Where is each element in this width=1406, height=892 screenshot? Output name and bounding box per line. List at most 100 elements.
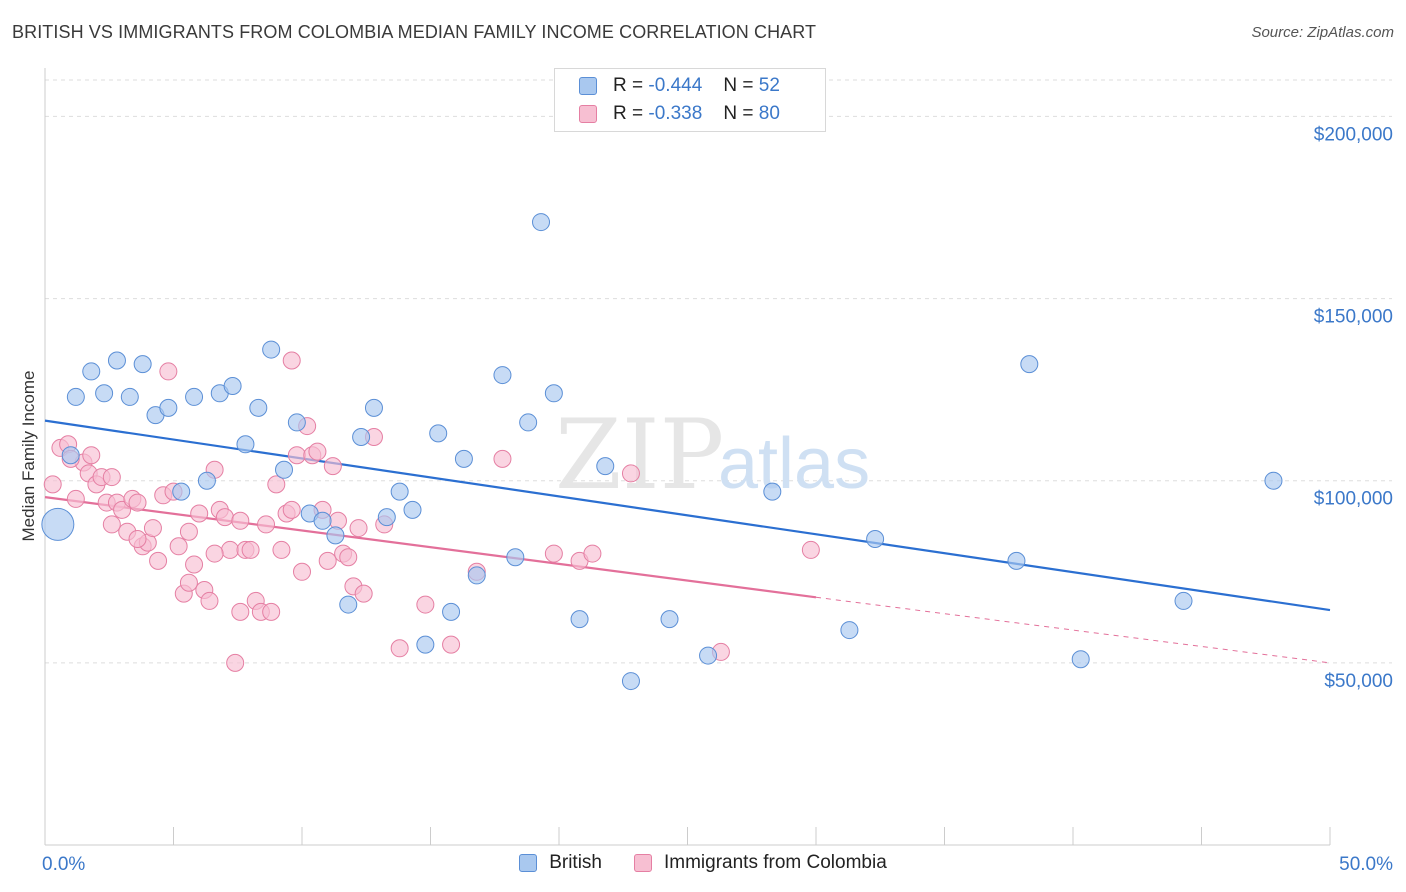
- british-point-11[interactable]: [185, 387, 204, 406]
- colombia-point-63[interactable]: [416, 595, 435, 614]
- legend-row-british: R = -0.444 N = 52: [579, 73, 780, 99]
- colombia-point-76[interactable]: [179, 522, 198, 541]
- british-point-12[interactable]: [197, 471, 216, 490]
- british-point-34[interactable]: [493, 366, 512, 385]
- colombia-point-0[interactable]: [43, 475, 62, 494]
- british-point-36[interactable]: [519, 413, 538, 432]
- british-point-0[interactable]: [41, 507, 75, 541]
- colombia-point-77[interactable]: [205, 544, 224, 563]
- british-point-45[interactable]: [840, 621, 859, 640]
- british-point-4[interactable]: [95, 384, 114, 403]
- british-point-10[interactable]: [172, 482, 191, 501]
- colombia-point-40[interactable]: [257, 515, 276, 534]
- colombia-point-42[interactable]: [267, 475, 286, 494]
- colombia-point-52[interactable]: [318, 551, 337, 570]
- colombia-point-79[interactable]: [282, 500, 301, 519]
- colombia-point-78[interactable]: [231, 602, 250, 621]
- colombia-point-18[interactable]: [143, 519, 162, 538]
- colombia-point-45[interactable]: [282, 351, 301, 370]
- colombia-point-41[interactable]: [262, 602, 281, 621]
- colombia-r-value: -0.338: [648, 103, 703, 124]
- colombia-point-58[interactable]: [349, 519, 368, 538]
- colombia-point-29[interactable]: [200, 591, 219, 610]
- british-point-27[interactable]: [390, 482, 409, 501]
- legend-item-colombia[interactable]: Immigrants from Colombia: [634, 852, 887, 874]
- british-point-24[interactable]: [352, 428, 371, 446]
- colombia-point-66[interactable]: [493, 449, 512, 468]
- colombia-point-53[interactable]: [323, 457, 342, 476]
- british-point-19[interactable]: [287, 413, 306, 432]
- british-point-40[interactable]: [596, 457, 615, 476]
- british-point-21[interactable]: [313, 511, 332, 530]
- colombia-point-69[interactable]: [583, 544, 602, 563]
- colombia-point-25[interactable]: [179, 573, 198, 592]
- british-point-32[interactable]: [454, 449, 473, 468]
- colombia-point-43[interactable]: [272, 540, 291, 559]
- colombia-point-35[interactable]: [231, 511, 250, 530]
- british-point-25[interactable]: [364, 398, 383, 417]
- british-point-5[interactable]: [107, 351, 126, 370]
- legend-item-british[interactable]: British: [519, 852, 602, 874]
- colombia-point-74[interactable]: [102, 515, 121, 534]
- british-point-31[interactable]: [442, 602, 461, 621]
- british-point-22[interactable]: [326, 526, 345, 545]
- british-point-6[interactable]: [120, 387, 139, 406]
- british-point-28[interactable]: [403, 500, 422, 519]
- colombia-point-10[interactable]: [102, 468, 121, 487]
- british-point-18[interactable]: [275, 460, 294, 479]
- colombia-point-59[interactable]: [354, 584, 373, 603]
- british-point-16[interactable]: [249, 398, 268, 417]
- british-point-44[interactable]: [763, 482, 782, 501]
- colombia-point-47[interactable]: [293, 562, 311, 581]
- colombia-point-3[interactable]: [66, 489, 85, 508]
- colombia-point-6[interactable]: [82, 446, 101, 465]
- british-point-26[interactable]: [377, 508, 396, 527]
- colombia-point-19[interactable]: [149, 551, 168, 570]
- british-point-2[interactable]: [82, 362, 101, 381]
- british-point-23[interactable]: [339, 595, 358, 614]
- colombia-point-64[interactable]: [442, 635, 461, 654]
- british-point-42[interactable]: [660, 610, 679, 629]
- british-point-49[interactable]: [1071, 650, 1090, 669]
- colombia-point-21[interactable]: [159, 362, 178, 381]
- british-point-39[interactable]: [570, 610, 589, 629]
- watermark-atlas: atlas: [718, 424, 870, 504]
- colombia-point-50[interactable]: [308, 442, 327, 461]
- colombia-point-70[interactable]: [621, 464, 640, 483]
- colombia-point-56[interactable]: [339, 548, 358, 567]
- colombia-point-27[interactable]: [190, 504, 209, 523]
- colombia-point-33[interactable]: [221, 540, 240, 559]
- british-point-41[interactable]: [621, 672, 640, 691]
- british-point-38[interactable]: [544, 384, 563, 403]
- colombia-point-62[interactable]: [390, 639, 409, 658]
- british-point-1[interactable]: [61, 446, 80, 465]
- colombia-point-15[interactable]: [128, 493, 147, 512]
- colombia-point-23[interactable]: [169, 537, 188, 556]
- colombia-point-37[interactable]: [241, 540, 260, 559]
- british-point-33[interactable]: [467, 566, 486, 585]
- british-point-30[interactable]: [429, 424, 448, 443]
- british-point-37[interactable]: [532, 213, 551, 232]
- british-point-3[interactable]: [66, 387, 85, 406]
- british-point-43[interactable]: [699, 646, 718, 665]
- colombia-point-34[interactable]: [226, 653, 245, 672]
- colombia-point-32[interactable]: [215, 508, 234, 527]
- british-point-35[interactable]: [506, 548, 525, 567]
- british-point-7[interactable]: [133, 355, 152, 374]
- british-point-29[interactable]: [416, 635, 435, 654]
- british-point-14[interactable]: [223, 377, 242, 395]
- british-point-50[interactable]: [1174, 591, 1193, 610]
- colombia-point-26[interactable]: [185, 555, 204, 574]
- british-point-51[interactable]: [1264, 471, 1283, 490]
- colombia-point-72[interactable]: [801, 540, 820, 559]
- colombia-point-46[interactable]: [287, 446, 306, 465]
- british-point-15[interactable]: [236, 435, 255, 454]
- chart-title: BRITISH VS IMMIGRANTS FROM COLOMBIA MEDI…: [12, 22, 817, 42]
- british-point-48[interactable]: [1020, 355, 1039, 374]
- british-point-17[interactable]: [262, 340, 281, 359]
- colombia-point-67[interactable]: [544, 544, 563, 563]
- british-point-46[interactable]: [866, 530, 885, 548]
- british-point-9[interactable]: [159, 398, 178, 417]
- colombia-point-75[interactable]: [128, 530, 147, 548]
- british-point-47[interactable]: [1007, 551, 1026, 570]
